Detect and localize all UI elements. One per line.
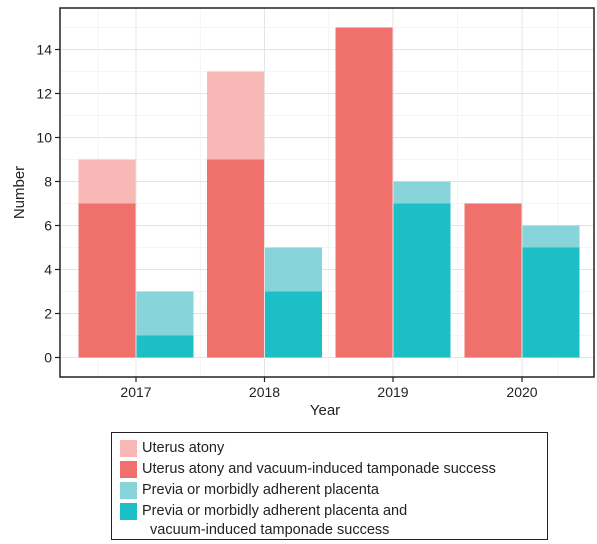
bar-previa-s3-2020 bbox=[522, 247, 580, 358]
y-tick-label: 2 bbox=[44, 306, 52, 322]
plot-border bbox=[59, 7, 595, 378]
legend-label: Previa or morbidly adherent placenta and… bbox=[142, 502, 407, 540]
y-tick-label: 14 bbox=[36, 42, 52, 58]
legend-swatch bbox=[120, 461, 137, 478]
bar-uterus-s1-2018 bbox=[207, 159, 264, 358]
x-tick-label: 2018 bbox=[249, 384, 280, 400]
bar-uterus-s1-2019 bbox=[335, 27, 393, 358]
legend-swatch bbox=[120, 503, 137, 520]
legend-label-line: vacuum-induced tamponade success bbox=[150, 522, 390, 538]
legend-label: Uterus atony and vacuum-induced tamponad… bbox=[142, 461, 496, 477]
bar-uterus-s1-2020 bbox=[464, 203, 522, 358]
y-tick-label: 12 bbox=[36, 86, 52, 102]
legend-label-line: Previa or morbidly adherent placenta and bbox=[142, 503, 408, 519]
legend-label: Uterus atony bbox=[142, 440, 225, 456]
x-tick-label: 2017 bbox=[120, 384, 151, 400]
bar-previa-s3-2018 bbox=[265, 291, 322, 358]
y-tick-label: 6 bbox=[44, 218, 52, 234]
y-tick-label: 0 bbox=[44, 350, 52, 366]
legend-item: Previa or morbidly adherent placenta bbox=[120, 481, 547, 500]
x-axis-title: Year bbox=[310, 402, 340, 419]
x-tick-label: 2019 bbox=[377, 384, 408, 400]
bar-previa-s3-2017 bbox=[136, 335, 194, 358]
chart-legend: Uterus atony Uterus atony and vacuum-indu… bbox=[111, 432, 548, 540]
bar-chart: 0 2 4 6 8 10 12 14 2017 2018 2019 2020 Year Number bbox=[11, 7, 595, 419]
legend-label: Previa or morbidly adherent placenta bbox=[142, 482, 379, 498]
legend-swatch bbox=[120, 440, 137, 457]
bar-previa-s3-2019 bbox=[393, 203, 451, 358]
y-tick-label: 8 bbox=[44, 174, 52, 190]
x-tick-label: 2020 bbox=[506, 384, 537, 400]
y-tick-label: 4 bbox=[44, 262, 52, 278]
legend-item: Previa or morbidly adherent placenta and… bbox=[120, 502, 547, 540]
bar-uterus-s1-2017 bbox=[78, 203, 136, 358]
legend-item: Uterus atony and vacuum-induced tamponad… bbox=[120, 460, 547, 479]
y-axis-title: Number bbox=[11, 166, 28, 219]
legend-swatch bbox=[120, 482, 137, 499]
y-tick-label: 10 bbox=[36, 130, 52, 146]
legend-item: Uterus atony bbox=[120, 439, 547, 458]
